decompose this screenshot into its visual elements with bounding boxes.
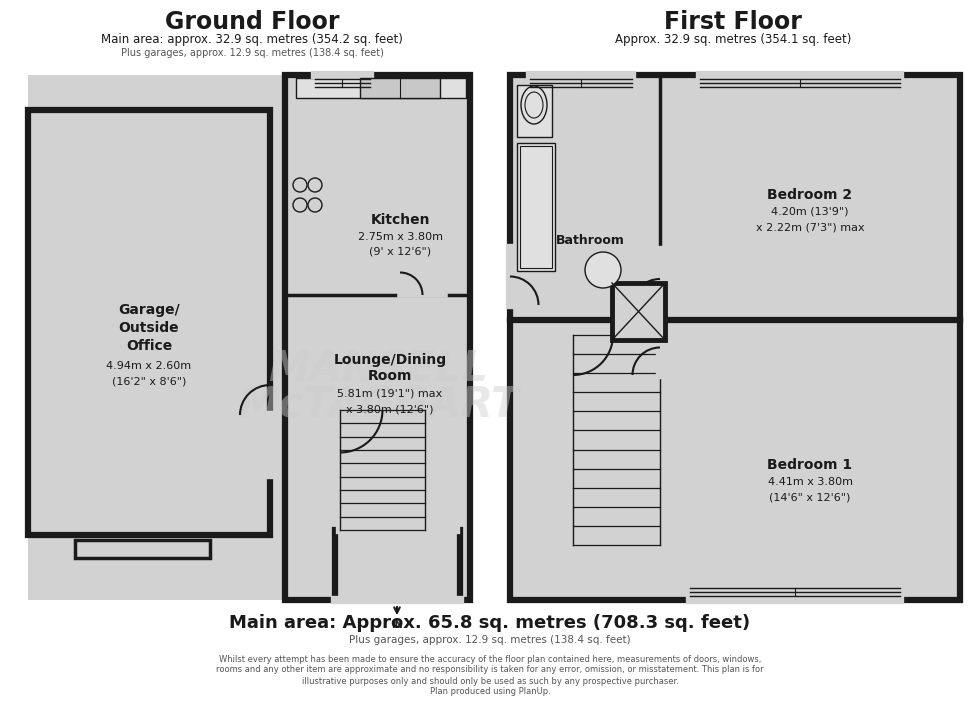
Text: 5.81m (19'1") max: 5.81m (19'1") max — [337, 389, 443, 399]
Text: Ground Floor: Ground Floor — [165, 10, 339, 34]
Text: 4.20m (13'9"): 4.20m (13'9") — [771, 207, 849, 217]
Text: 2.75m x 3.80m: 2.75m x 3.80m — [358, 232, 443, 242]
Bar — [510, 75, 960, 600]
Bar — [296, 78, 466, 98]
Text: (9' x 12'6"): (9' x 12'6") — [368, 247, 431, 257]
Circle shape — [585, 252, 621, 288]
Text: 4.94m x 2.60m: 4.94m x 2.60m — [107, 361, 191, 371]
Text: Approx. 32.9 sq. metres (354.1 sq. feet): Approx. 32.9 sq. metres (354.1 sq. feet) — [614, 33, 852, 46]
Text: illustrative purposes only and should only be used as such by any prospective pu: illustrative purposes only and should on… — [302, 676, 678, 686]
Text: (16'2" x 8'6"): (16'2" x 8'6") — [112, 377, 186, 387]
Text: MANSELL: MANSELL — [269, 349, 488, 391]
Text: (14'6" x 12'6"): (14'6" x 12'6") — [769, 493, 851, 503]
Bar — [265, 415, 275, 475]
Text: 4.41m x 3.80m: 4.41m x 3.80m — [767, 477, 853, 487]
Text: Garage/: Garage/ — [119, 303, 180, 317]
Text: Bedroom 2: Bedroom 2 — [767, 188, 853, 202]
Text: Room: Room — [368, 369, 413, 383]
Text: Main area: approx. 32.9 sq. metres (354.2 sq. feet): Main area: approx. 32.9 sq. metres (354.… — [101, 33, 403, 46]
Bar — [517, 85, 552, 137]
Text: McTAGGART: McTAGGART — [237, 384, 519, 426]
Text: Plus garages, approx. 12.9 sq. metres (138.4 sq. feet): Plus garages, approx. 12.9 sq. metres (1… — [121, 48, 383, 58]
Text: Lounge/Dining: Lounge/Dining — [333, 353, 447, 367]
Bar — [520, 146, 552, 268]
Bar — [517, 143, 555, 271]
Text: First Floor: First Floor — [664, 10, 802, 34]
Bar — [75, 540, 210, 558]
Text: Outside: Outside — [119, 321, 179, 335]
Ellipse shape — [521, 86, 547, 124]
Text: Main area: Approx. 65.8 sq. metres (708.3 sq. feet): Main area: Approx. 65.8 sq. metres (708.… — [229, 614, 751, 632]
Text: Kitchen: Kitchen — [370, 213, 430, 227]
Bar — [28, 75, 470, 600]
Text: Bedroom 1: Bedroom 1 — [767, 458, 853, 472]
Bar — [335, 530, 460, 600]
Text: Plan produced using PlanUp.: Plan produced using PlanUp. — [429, 688, 551, 696]
Text: Office: Office — [125, 339, 172, 353]
Bar — [510, 75, 960, 600]
Text: Whilst every attempt has been made to ensure the accuracy of the floor plan cont: Whilst every attempt has been made to en… — [219, 654, 761, 664]
Text: rooms and any other item are approximate and no responsibility is taken for any : rooms and any other item are approximate… — [217, 666, 763, 674]
Text: IN: IN — [391, 620, 403, 630]
Text: Bathroom: Bathroom — [556, 234, 624, 246]
Bar — [360, 78, 440, 98]
Text: x 2.22m (7'3") max: x 2.22m (7'3") max — [756, 223, 864, 233]
Bar — [28, 110, 270, 535]
Text: x 3.80m (12'6"): x 3.80m (12'6") — [346, 404, 434, 414]
Text: Plus garages, approx. 12.9 sq. metres (138.4 sq. feet): Plus garages, approx. 12.9 sq. metres (1… — [349, 635, 631, 645]
Bar — [612, 283, 665, 340]
Bar — [285, 75, 470, 600]
